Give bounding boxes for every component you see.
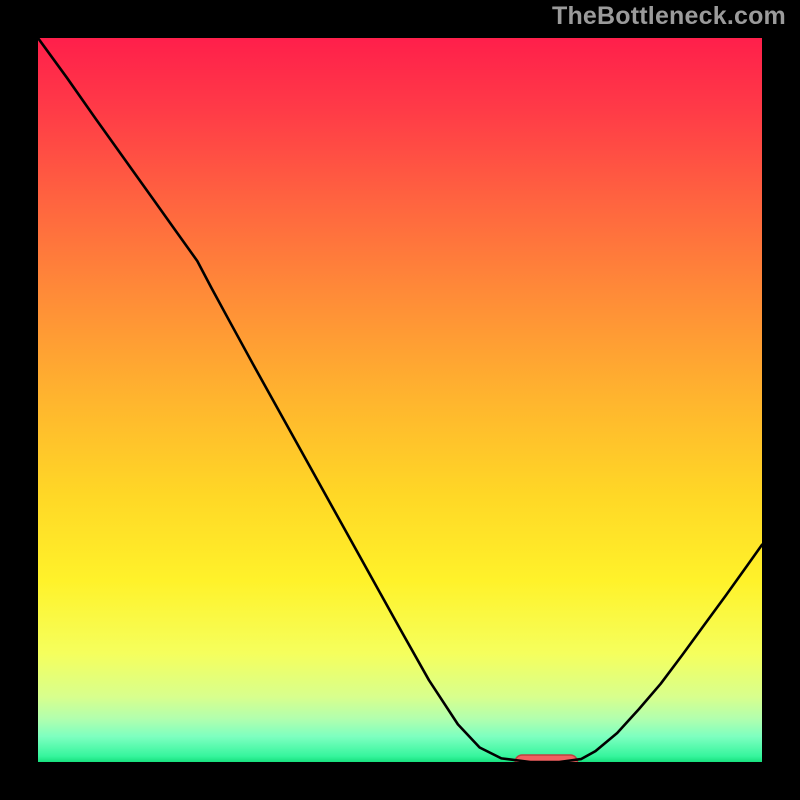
- plot-background: [38, 38, 762, 762]
- watermark-text: TheBottleneck.com: [552, 2, 786, 31]
- chart-stage: TheBottleneck.com: [0, 0, 800, 800]
- plot-area: [38, 38, 762, 762]
- plot-svg: [38, 38, 762, 762]
